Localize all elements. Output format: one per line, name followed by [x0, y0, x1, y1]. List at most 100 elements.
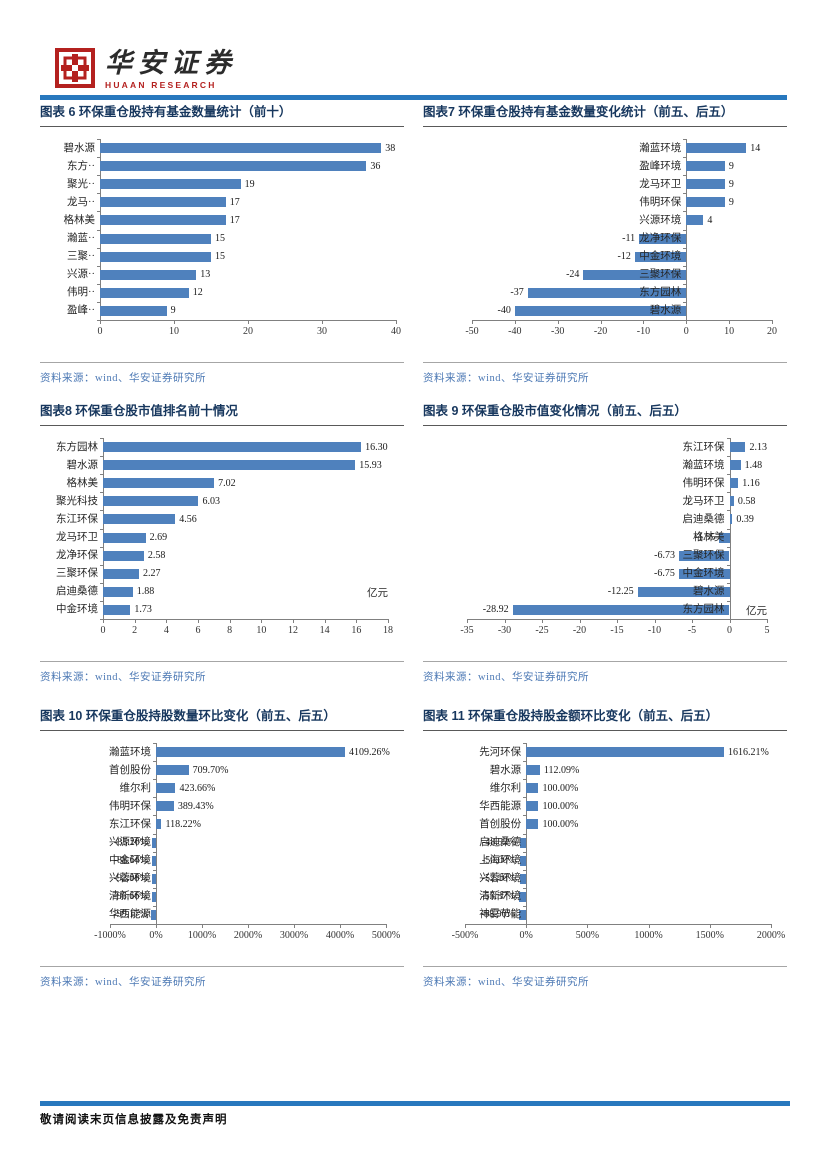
bar — [151, 891, 156, 902]
category-label: 瀚蓝环境 — [682, 459, 725, 471]
value-label: 9 — [728, 196, 734, 208]
category-label: 中金环境 — [56, 604, 98, 616]
category-tick — [100, 510, 104, 512]
category-label: 华西能源 — [109, 909, 151, 921]
x-tick-label: 20 — [243, 326, 253, 337]
category-label: 兴源·· — [67, 269, 95, 281]
category-tick — [153, 779, 157, 781]
bar — [520, 855, 527, 866]
x-tick-label: 0 — [100, 625, 106, 636]
category-tick — [97, 247, 101, 249]
category-tick — [100, 619, 104, 620]
category-tick — [153, 887, 157, 889]
x-tick — [579, 619, 581, 623]
category-tick — [153, 924, 157, 925]
category-label: 清新环境 — [109, 891, 151, 903]
value-label: 1616.21% — [728, 746, 769, 758]
value-label: 19 — [244, 178, 255, 190]
x-tick-label: -10 — [636, 326, 651, 337]
x-tick — [174, 320, 175, 324]
category-tick — [683, 157, 688, 159]
x-tick — [504, 619, 506, 623]
bar — [103, 550, 144, 561]
category-tick — [523, 905, 528, 907]
bar — [686, 161, 725, 172]
x-tick — [202, 924, 203, 928]
value-label: -92.08% — [113, 873, 148, 885]
x-tick — [729, 320, 731, 324]
x-tick-label: 16 — [351, 625, 362, 636]
x-axis-line — [103, 619, 388, 620]
bar — [100, 269, 197, 280]
x-tick — [729, 619, 731, 623]
value-label: 4.56 — [179, 513, 197, 525]
value-label: 6.03 — [202, 495, 220, 507]
bar — [103, 496, 199, 507]
category-tick — [726, 528, 731, 530]
category-label: 龙马环卫 — [639, 178, 682, 190]
category-label: 华西能源 — [479, 800, 522, 812]
value-label: -11 — [622, 233, 636, 245]
bar — [100, 215, 226, 226]
bar — [729, 478, 739, 489]
category-tick — [523, 869, 528, 871]
category-label: 三聚环保 — [56, 568, 98, 580]
x-tick-label: 5000% — [371, 930, 401, 941]
x-tick — [100, 320, 101, 324]
x-tick-label: 0 — [727, 625, 732, 636]
category-tick — [683, 265, 688, 267]
value-label: -88.64% — [113, 855, 148, 867]
category-label: 龙净环保 — [56, 550, 98, 562]
category-tick — [683, 229, 688, 231]
bar — [526, 801, 539, 812]
figure-8-title: 图表8 环保重仓股市值排名前十情况 — [40, 402, 404, 426]
x-tick-label: -40 — [508, 326, 522, 337]
category-label: 伟明环保 — [109, 800, 151, 812]
category-label: 伟明环保 — [639, 196, 682, 208]
figure-9-title: 图表 9 环保重仓股市值变化情况（前五、后五） — [423, 402, 787, 426]
value-label: 9 — [170, 305, 176, 317]
figure-6-title: 图表 6 环保重仓股持有基金数量统计（前十） — [40, 103, 404, 127]
figure-10-title: 图表 10 环保重仓股持股数量环比变化（前五、后五） — [40, 707, 404, 731]
x-tick — [324, 619, 326, 623]
category-label: 东江环保 — [56, 513, 98, 525]
x-tick — [110, 924, 111, 928]
category-tick — [100, 456, 104, 458]
category-label: 维尔利 — [119, 782, 152, 794]
category-label: 龙净环保 — [639, 233, 682, 245]
bar — [100, 233, 211, 244]
category-tick — [153, 815, 157, 817]
category-tick — [726, 619, 731, 620]
x-tick-label: 4000% — [325, 930, 355, 941]
value-label: 14 — [750, 142, 761, 154]
figure-11-source: 资料来源：wind、华安证券研究所 — [423, 966, 787, 989]
category-label: 启迪桑德 — [56, 586, 98, 598]
x-tick-label: 0 — [683, 326, 689, 337]
x-tick — [322, 320, 323, 324]
category-label: 瀚蓝·· — [67, 233, 95, 245]
category-tick — [153, 833, 157, 835]
x-tick-label: 2000% — [756, 930, 786, 941]
x-tick — [772, 320, 773, 324]
value-label: 100.00% — [542, 818, 579, 830]
x-tick-label: 14 — [319, 625, 330, 636]
x-tick-label: -50 — [465, 326, 479, 337]
bar — [103, 478, 215, 489]
category-tick — [523, 833, 528, 835]
x-tick-label: 8 — [227, 625, 233, 636]
x-tick-label: -10 — [647, 625, 662, 636]
bar — [103, 568, 139, 579]
category-label: 中金环境 — [109, 855, 151, 867]
bar — [156, 819, 162, 830]
value-label: 118.22% — [165, 818, 201, 830]
category-tick — [683, 301, 688, 303]
category-label: 兴源环境 — [109, 837, 151, 849]
category-tick — [153, 851, 157, 853]
value-label: 15 — [215, 233, 225, 245]
huaan-logo-icon — [55, 48, 95, 88]
x-tick — [294, 924, 295, 928]
bar — [103, 532, 146, 543]
x-tick — [465, 924, 466, 928]
category-tick — [97, 229, 101, 231]
x-axis-line — [465, 924, 771, 925]
